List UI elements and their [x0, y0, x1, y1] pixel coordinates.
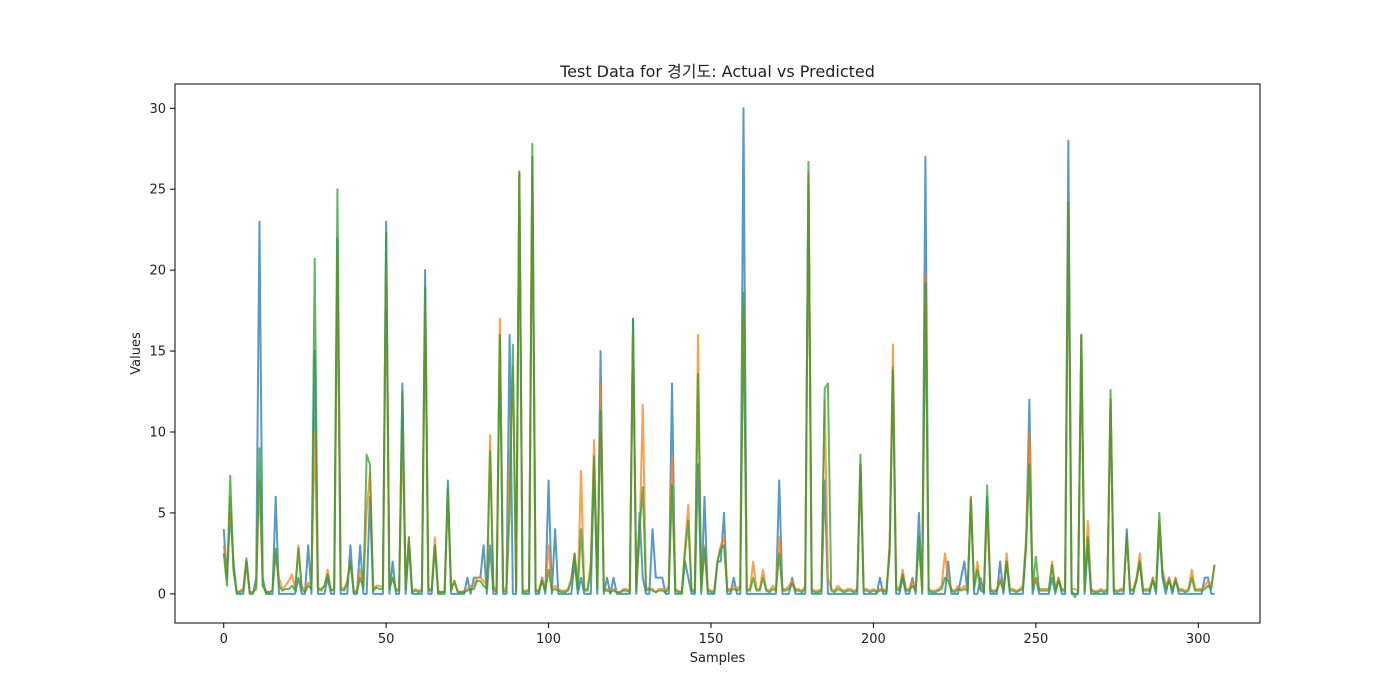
axes-frame	[174, 83, 1261, 624]
chart-title: Test Data for 경기도: Actual vs Predicted	[559, 62, 875, 81]
x-tick-label: 300	[1186, 632, 1211, 647]
series-line-3	[222, 142, 1216, 599]
x-tick-label: 0	[220, 632, 228, 647]
y-tick-label: 20	[149, 264, 166, 279]
series-layer	[222, 107, 1216, 599]
x-tick-label: 200	[861, 632, 886, 647]
y-tick-label: 5	[158, 506, 166, 521]
y-tick-label: 10	[149, 426, 166, 441]
x-tick-label: 250	[1023, 632, 1048, 647]
y-axis-ticks: 0 5 10 15 20 25 30	[149, 102, 175, 602]
y-tick-label: 30	[149, 102, 166, 117]
x-axis-label: Samples	[690, 651, 746, 666]
x-tick-label: 100	[536, 632, 561, 647]
x-axis-ticks: 0 50 100 150 200 250 300	[220, 623, 1211, 647]
y-tick-label: 0	[158, 587, 166, 602]
x-tick-label: 50	[378, 632, 395, 647]
plot-area: 0 50 100 150 200 250 300 0 5 10 15 20 25 30	[149, 83, 1261, 647]
y-tick-label: 25	[149, 183, 166, 198]
y-tick-label: 15	[149, 345, 166, 360]
x-tick-label: 150	[699, 632, 724, 647]
y-axis-label: Values	[129, 332, 144, 375]
